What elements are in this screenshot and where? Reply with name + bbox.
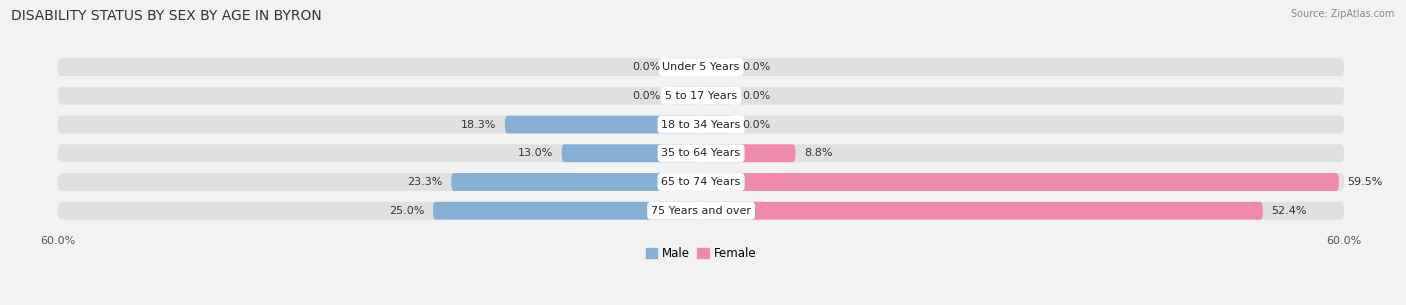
Text: 75 Years and over: 75 Years and over	[651, 206, 751, 216]
FancyBboxPatch shape	[58, 144, 1344, 162]
FancyBboxPatch shape	[669, 87, 702, 105]
Text: 59.5%: 59.5%	[1347, 177, 1384, 187]
Text: 18.3%: 18.3%	[461, 120, 496, 130]
Text: 35 to 64 Years: 35 to 64 Years	[661, 148, 741, 158]
Legend: Male, Female: Male, Female	[645, 247, 756, 260]
Text: 0.0%: 0.0%	[742, 91, 770, 101]
Text: 52.4%: 52.4%	[1271, 206, 1306, 216]
Text: 25.0%: 25.0%	[389, 206, 425, 216]
FancyBboxPatch shape	[451, 173, 702, 191]
Text: 0.0%: 0.0%	[742, 62, 770, 72]
FancyBboxPatch shape	[702, 202, 1263, 220]
Text: 18 to 34 Years: 18 to 34 Years	[661, 120, 741, 130]
Text: Source: ZipAtlas.com: Source: ZipAtlas.com	[1291, 9, 1395, 19]
Text: 23.3%: 23.3%	[408, 177, 443, 187]
Text: 0.0%: 0.0%	[742, 120, 770, 130]
FancyBboxPatch shape	[58, 87, 1344, 105]
FancyBboxPatch shape	[702, 87, 733, 105]
FancyBboxPatch shape	[562, 144, 702, 162]
FancyBboxPatch shape	[702, 58, 733, 76]
Text: 65 to 74 Years: 65 to 74 Years	[661, 177, 741, 187]
Text: 0.0%: 0.0%	[633, 91, 661, 101]
Text: 8.8%: 8.8%	[804, 148, 832, 158]
FancyBboxPatch shape	[58, 173, 1344, 191]
FancyBboxPatch shape	[433, 202, 702, 220]
Text: 13.0%: 13.0%	[517, 148, 553, 158]
FancyBboxPatch shape	[702, 173, 1339, 191]
Text: 0.0%: 0.0%	[633, 62, 661, 72]
FancyBboxPatch shape	[58, 116, 1344, 133]
FancyBboxPatch shape	[702, 144, 796, 162]
FancyBboxPatch shape	[58, 202, 1344, 220]
FancyBboxPatch shape	[669, 58, 702, 76]
Text: DISABILITY STATUS BY SEX BY AGE IN BYRON: DISABILITY STATUS BY SEX BY AGE IN BYRON	[11, 9, 322, 23]
Text: Under 5 Years: Under 5 Years	[662, 62, 740, 72]
FancyBboxPatch shape	[505, 116, 702, 133]
Text: 5 to 17 Years: 5 to 17 Years	[665, 91, 737, 101]
FancyBboxPatch shape	[58, 58, 1344, 76]
FancyBboxPatch shape	[702, 116, 733, 133]
